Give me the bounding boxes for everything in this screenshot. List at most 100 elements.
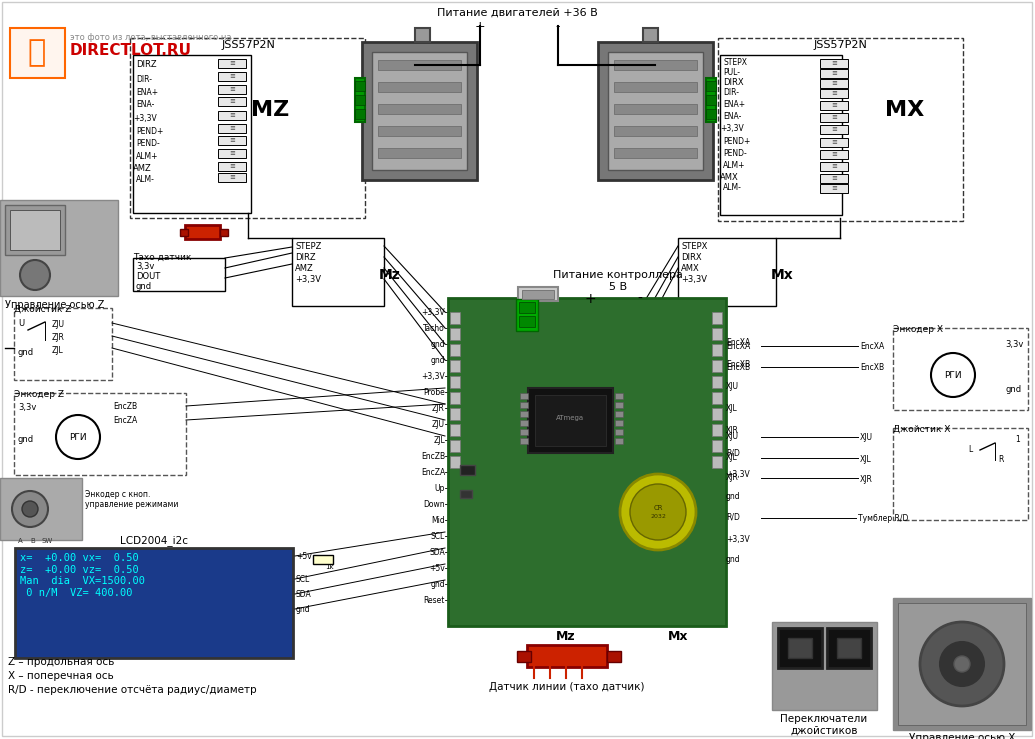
Text: ≡: ≡	[831, 61, 837, 67]
Text: gnd: gnd	[726, 555, 741, 564]
Bar	[820, 79, 848, 88]
Text: ZJU: ZJU	[432, 420, 445, 429]
Bar	[820, 174, 848, 183]
Text: Джойстик Z: Джойстик Z	[14, 305, 71, 314]
Text: EncZA: EncZA	[113, 416, 138, 425]
Bar	[712, 312, 722, 324]
Text: gnd: gnd	[431, 340, 445, 349]
Text: XJL: XJL	[726, 404, 738, 413]
Text: ENA-: ENA-	[723, 112, 741, 121]
Bar	[535, 395, 607, 446]
Text: ATmega: ATmega	[556, 415, 584, 421]
Bar	[218, 173, 246, 182]
Text: Down: Down	[423, 500, 445, 509]
Text: SCL: SCL	[431, 532, 445, 541]
Bar	[518, 287, 558, 301]
Bar	[415, 28, 430, 42]
Text: ≡: ≡	[831, 175, 837, 182]
Text: ZJR: ZJR	[433, 404, 445, 413]
Bar	[10, 210, 60, 250]
Bar	[772, 622, 877, 710]
Text: ENA+: ENA+	[723, 100, 745, 109]
Bar	[0, 200, 118, 296]
Bar	[820, 138, 848, 147]
Text: ≡: ≡	[831, 163, 837, 169]
Bar	[355, 78, 365, 122]
Text: JSS57P2N: JSS57P2N	[221, 40, 275, 50]
Text: это фото из лота, выставленного на: это фото из лота, выставленного на	[70, 33, 232, 42]
Circle shape	[56, 415, 100, 459]
Bar	[615, 402, 623, 408]
Text: PUL-: PUL-	[723, 68, 740, 77]
Text: +3,3V: +3,3V	[295, 275, 321, 284]
Text: Z – продольная ось: Z – продольная ось	[8, 657, 115, 667]
Bar	[615, 420, 623, 426]
Bar	[460, 465, 475, 475]
Circle shape	[940, 642, 984, 686]
Text: EncXA: EncXA	[726, 342, 750, 351]
Text: Reset: Reset	[423, 596, 445, 605]
Text: Тумблер R/D: Тумблер R/D	[858, 514, 909, 523]
Bar	[378, 60, 461, 70]
Text: 3,3v: 3,3v	[1005, 340, 1024, 349]
Text: Up: Up	[435, 484, 445, 493]
Bar	[378, 148, 461, 158]
Text: Датчик линии (тахо датчик): Датчик линии (тахо датчик)	[490, 682, 645, 692]
Text: Probe: Probe	[423, 388, 445, 397]
Bar	[827, 628, 871, 668]
Bar	[130, 38, 365, 218]
Text: ≡: ≡	[229, 151, 235, 157]
Bar	[643, 28, 658, 42]
Bar	[372, 52, 467, 170]
Text: LCD2004_i2c: LCD2004_i2c	[120, 535, 188, 546]
Text: ZJU: ZJU	[52, 320, 65, 329]
Text: ENA+: ENA+	[136, 88, 158, 97]
Bar	[378, 104, 461, 114]
Bar	[712, 376, 722, 388]
Text: +3,3V: +3,3V	[726, 470, 749, 479]
Circle shape	[932, 353, 975, 397]
Bar	[180, 229, 188, 236]
Text: ≡: ≡	[229, 61, 235, 67]
Bar	[712, 344, 722, 356]
Bar	[820, 69, 848, 78]
Text: +: +	[584, 292, 596, 306]
Text: +: +	[475, 20, 485, 33]
Text: 1: 1	[1015, 435, 1019, 444]
Text: R: R	[998, 455, 1003, 464]
Bar	[14, 393, 186, 475]
Bar	[898, 603, 1026, 725]
Text: ≡: ≡	[831, 151, 837, 157]
Text: gnd: gnd	[431, 580, 445, 589]
Bar	[5, 205, 65, 255]
Bar	[450, 392, 460, 404]
Bar	[218, 59, 246, 68]
Text: ≡: ≡	[229, 126, 235, 132]
Bar	[134, 258, 225, 291]
Text: AMZ: AMZ	[134, 164, 152, 173]
Text: ≡: ≡	[229, 73, 235, 80]
Bar	[615, 393, 623, 399]
Bar	[220, 229, 228, 236]
Text: ALM+: ALM+	[723, 161, 745, 170]
Bar	[706, 78, 716, 122]
Bar	[893, 428, 1028, 520]
Text: 3,3v: 3,3v	[136, 262, 154, 271]
Text: DIR-: DIR-	[723, 88, 739, 97]
Bar	[355, 95, 365, 105]
Text: XJL: XJL	[726, 453, 738, 462]
Bar	[778, 628, 822, 668]
Bar	[712, 440, 722, 452]
Bar	[615, 438, 623, 444]
Bar	[218, 149, 246, 158]
Bar	[448, 298, 726, 626]
Text: ZJR: ZJR	[52, 333, 65, 342]
Bar	[218, 162, 246, 171]
Text: SDA: SDA	[430, 548, 445, 557]
Text: CR: CR	[653, 505, 662, 511]
Bar	[712, 456, 722, 468]
Bar	[720, 55, 842, 215]
Text: STEPX: STEPX	[723, 58, 747, 67]
Bar	[378, 82, 461, 92]
Bar	[450, 408, 460, 420]
